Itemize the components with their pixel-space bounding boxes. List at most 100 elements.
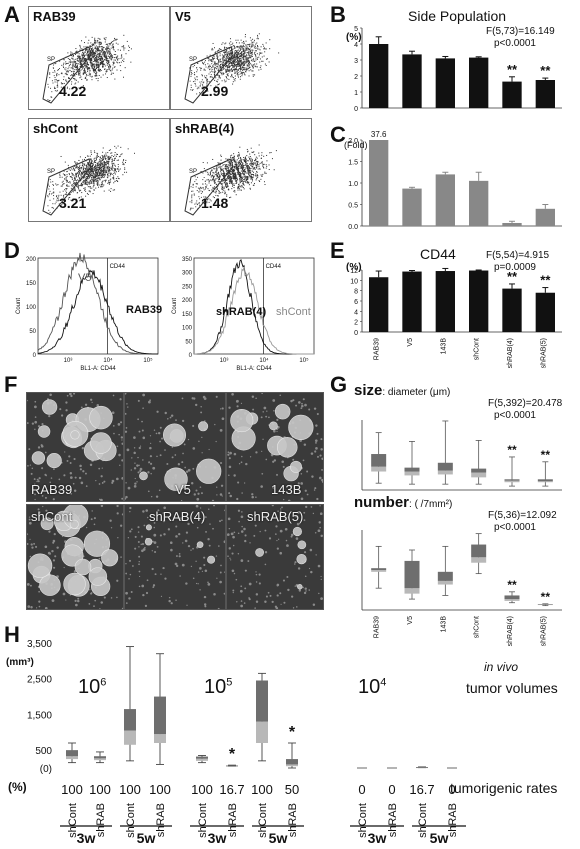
dot <box>198 196 200 198</box>
debris <box>318 476 322 480</box>
dot <box>94 46 96 48</box>
dot <box>83 181 85 183</box>
dot <box>211 189 213 191</box>
dot <box>207 90 209 92</box>
dot <box>239 165 241 167</box>
dot <box>120 146 122 148</box>
debris <box>219 493 223 496</box>
dot <box>223 175 225 177</box>
debris <box>157 509 160 512</box>
dot <box>72 174 74 176</box>
debris <box>121 497 123 500</box>
dot <box>257 160 259 162</box>
debris <box>298 401 301 404</box>
dot <box>52 192 54 194</box>
dot <box>92 171 94 173</box>
dot <box>222 72 224 74</box>
debris <box>66 394 69 397</box>
dot <box>56 89 58 91</box>
dot <box>246 148 248 150</box>
dot <box>96 61 98 63</box>
dot <box>242 183 244 185</box>
dot <box>106 49 108 51</box>
dot <box>231 74 233 76</box>
dot <box>81 48 83 50</box>
dot <box>251 55 253 57</box>
debris <box>185 470 189 473</box>
dot <box>202 93 204 95</box>
debris <box>177 463 181 466</box>
dot <box>111 173 113 175</box>
dot <box>213 180 215 182</box>
dot <box>105 164 107 166</box>
debris <box>230 559 232 561</box>
dot <box>230 179 232 181</box>
dot <box>109 50 111 52</box>
debris <box>237 553 240 555</box>
dot <box>196 79 198 81</box>
dot <box>106 166 108 168</box>
dot <box>224 46 226 48</box>
debris <box>295 537 299 540</box>
dot <box>50 181 52 183</box>
debris <box>190 549 192 551</box>
dot <box>234 63 236 65</box>
dot <box>99 160 101 162</box>
dot <box>72 57 74 59</box>
dot <box>254 154 256 156</box>
dot <box>232 176 234 178</box>
debris <box>311 475 314 478</box>
debris <box>306 470 309 473</box>
dot <box>244 164 246 166</box>
debris <box>237 532 240 535</box>
dot <box>207 67 209 69</box>
dot <box>239 146 241 148</box>
dot <box>113 162 115 164</box>
dot <box>66 179 68 181</box>
dot <box>77 71 79 73</box>
dot <box>97 69 99 71</box>
dot <box>99 64 101 66</box>
dot <box>262 173 264 175</box>
dot <box>76 58 78 60</box>
dot <box>229 70 231 72</box>
dot <box>91 64 93 66</box>
dot <box>98 64 100 66</box>
dot <box>90 182 92 184</box>
dot <box>232 68 234 70</box>
dot <box>243 49 245 51</box>
dot <box>239 49 241 51</box>
dot <box>104 166 106 168</box>
sphere <box>63 572 86 596</box>
sphere <box>89 405 113 430</box>
debris <box>232 535 235 539</box>
dot <box>243 72 245 74</box>
debris <box>241 455 243 458</box>
dot <box>97 168 99 170</box>
dotplot-title: shRAB(4) <box>175 121 235 136</box>
dot <box>89 186 91 188</box>
dot <box>216 55 218 57</box>
dot <box>117 176 119 178</box>
dot <box>94 53 96 55</box>
dot <box>225 76 227 78</box>
debris <box>119 464 121 466</box>
debris <box>153 521 156 524</box>
dot <box>248 70 250 72</box>
dot <box>231 171 233 173</box>
dot <box>235 177 237 179</box>
dot <box>226 49 228 51</box>
dot <box>229 53 231 55</box>
dot <box>233 60 235 62</box>
dot <box>81 66 83 68</box>
debris <box>227 453 230 456</box>
debris <box>41 494 44 497</box>
dot <box>237 56 239 58</box>
dot <box>262 165 264 167</box>
dot <box>222 164 224 166</box>
dot <box>227 164 229 166</box>
dot <box>233 165 235 167</box>
dot <box>238 60 240 62</box>
dot <box>243 184 245 186</box>
debris <box>103 480 106 483</box>
